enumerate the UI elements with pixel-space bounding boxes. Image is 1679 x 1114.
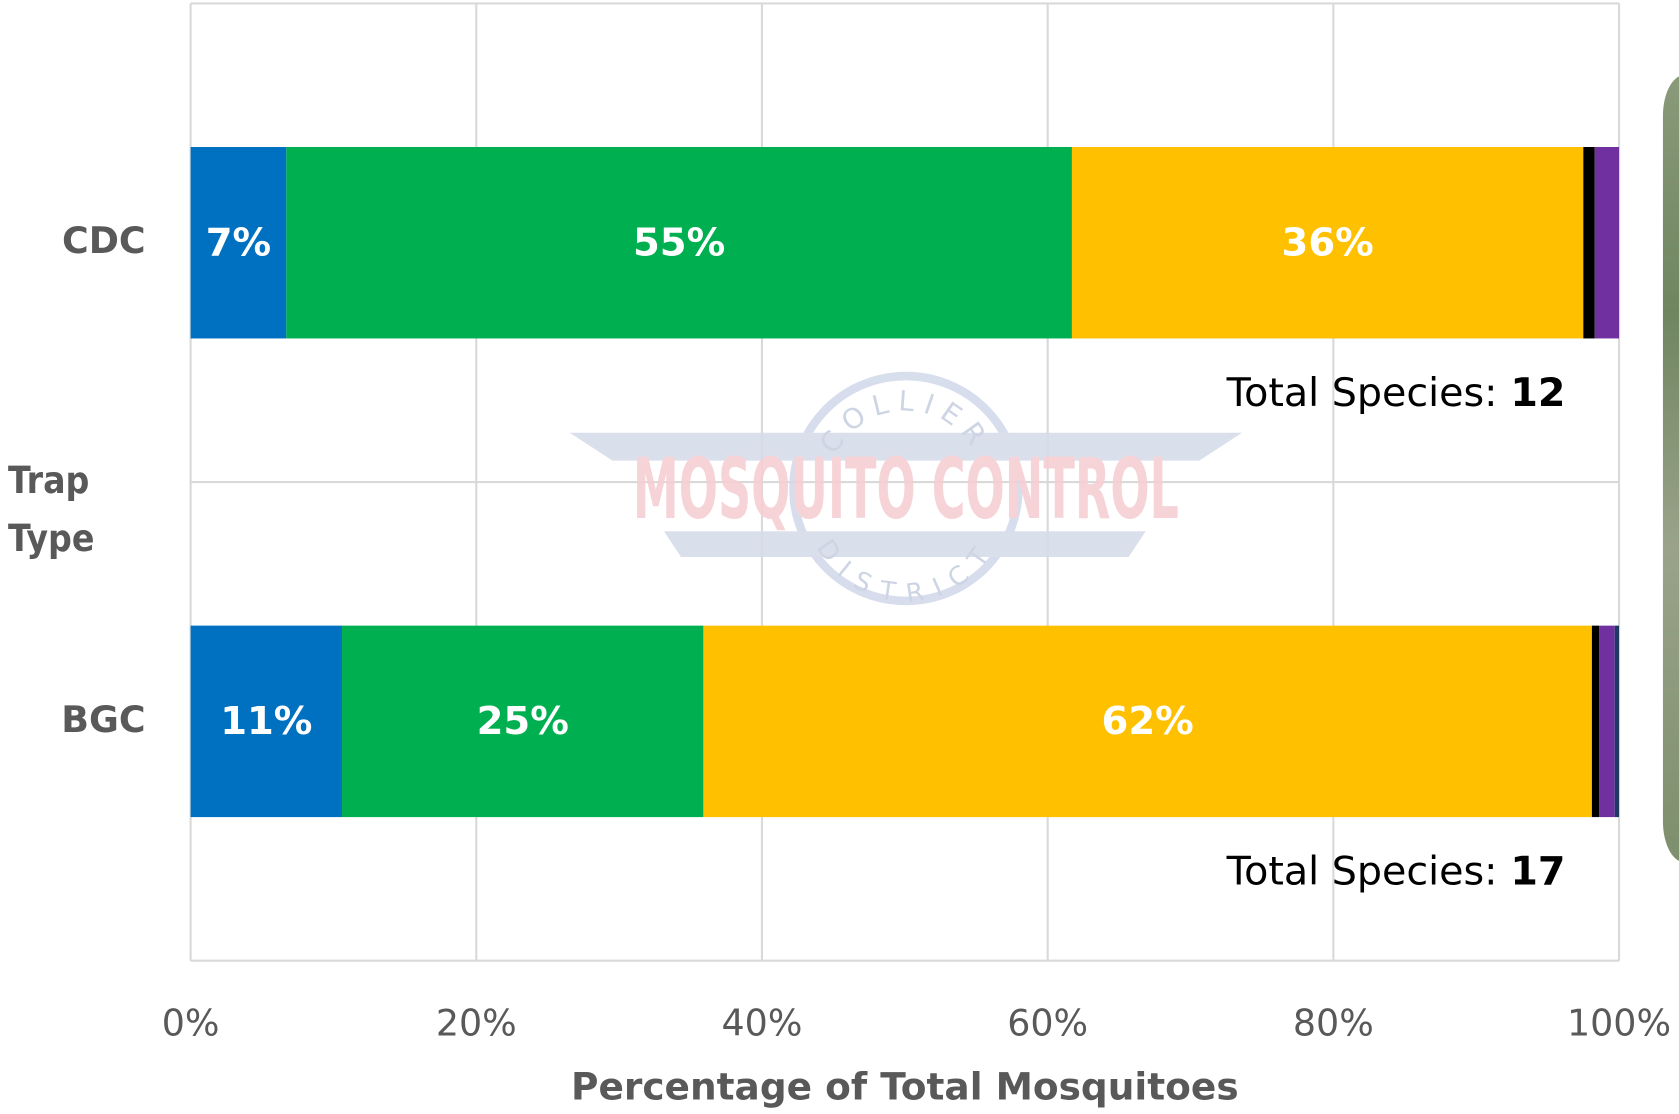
x-axis-label: Percentage of Total Mosquitoes	[571, 1065, 1239, 1109]
y-axis-label: Trap Type	[8, 459, 95, 560]
bar-segment	[286, 146, 1072, 339]
annotation-label: Total Species:	[1226, 369, 1498, 415]
bar-segment	[1071, 146, 1584, 339]
x-tick-label: 80%	[1293, 1001, 1374, 1044]
annotation-count: 12	[1510, 369, 1565, 415]
data-label: 11%	[220, 699, 312, 744]
x-tick-label: 20%	[436, 1001, 517, 1044]
x-tick-label: 100%	[1567, 1001, 1671, 1044]
bar-segment	[190, 146, 287, 339]
bar-segment	[342, 625, 704, 818]
annotation: Total Species: 17	[1226, 848, 1566, 894]
annotation: Total Species: 12	[1226, 369, 1566, 415]
bar-segment	[703, 625, 1592, 818]
data-label: 7%	[206, 220, 271, 265]
y-tick-label: CDC	[62, 219, 146, 262]
bar-segment	[1591, 625, 1600, 818]
data-label: 62%	[1102, 699, 1194, 744]
annotation-count: 17	[1510, 848, 1565, 894]
x-tick-label: 0%	[162, 1001, 220, 1044]
watermark-middle: MOSQUITO CONTROL	[633, 440, 1179, 538]
data-label: 36%	[1282, 220, 1374, 265]
bar-segment	[1583, 146, 1595, 339]
annotation-label: Total Species:	[1226, 848, 1498, 894]
data-label: 55%	[633, 220, 725, 265]
x-tick-label: 40%	[722, 1001, 803, 1044]
bar-segment	[1594, 146, 1620, 339]
data-label: 25%	[477, 699, 569, 744]
bar-segment	[190, 625, 343, 818]
bar-segment	[1614, 625, 1620, 818]
x-tick-label: 60%	[1007, 1001, 1088, 1044]
watermark: COLLIER MOSQUITO CONTROL DISTRICT	[569, 371, 1243, 609]
bar-segment	[1599, 625, 1615, 818]
y-tick-label: BGC	[61, 698, 145, 741]
map-image	[1662, 76, 1679, 861]
